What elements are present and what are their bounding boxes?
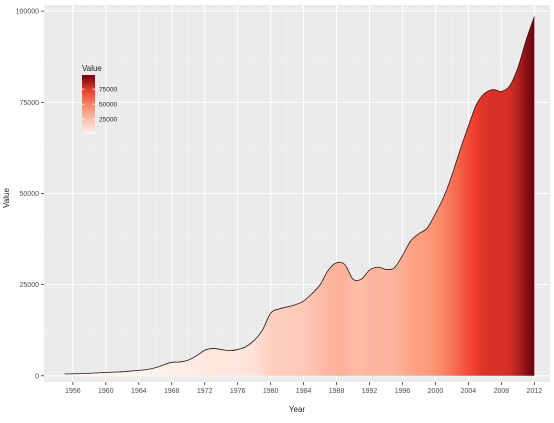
x-tick-label: 2004 [461,388,477,395]
legend-tick-label: 75000 [99,86,117,93]
x-tick-label: 2008 [494,388,510,395]
y-axis-label: Value [2,188,11,208]
y-tick-label: 75000 [20,100,40,107]
legend-tick-label: 25000 [99,117,117,124]
x-axis: 1956 1960 1964 1968 1972 1976 1980 1984 1988 1992… [65,382,542,395]
legend-title: Value [82,64,102,73]
x-tick-label: 1968 [164,388,180,395]
x-tick-label: 1976 [230,388,246,395]
y-axis: 0 25000 50000 75000 100000 [16,9,44,381]
x-tick-label: 1960 [98,388,114,395]
x-tick-label: 2000 [428,388,444,395]
x-tick-label: 1984 [296,388,312,395]
x-tick-label: 1980 [263,388,279,395]
legend-tick-label: 50000 [99,101,117,108]
x-tick-label: 1992 [362,388,378,395]
y-tick-label: 0 [35,373,39,380]
y-tick-label: 25000 [20,282,40,289]
y-tick-label: 50000 [20,191,40,198]
x-tick-label: 1988 [329,388,345,395]
x-axis-label: Year [289,405,306,414]
y-tick-label: 100000 [16,9,39,16]
x-tick-label: 1956 [65,388,81,395]
x-tick-label: 1964 [131,388,147,395]
x-tick-label: 2012 [527,388,543,395]
x-tick-label: 1972 [197,388,213,395]
x-tick-label: 1996 [395,388,411,395]
